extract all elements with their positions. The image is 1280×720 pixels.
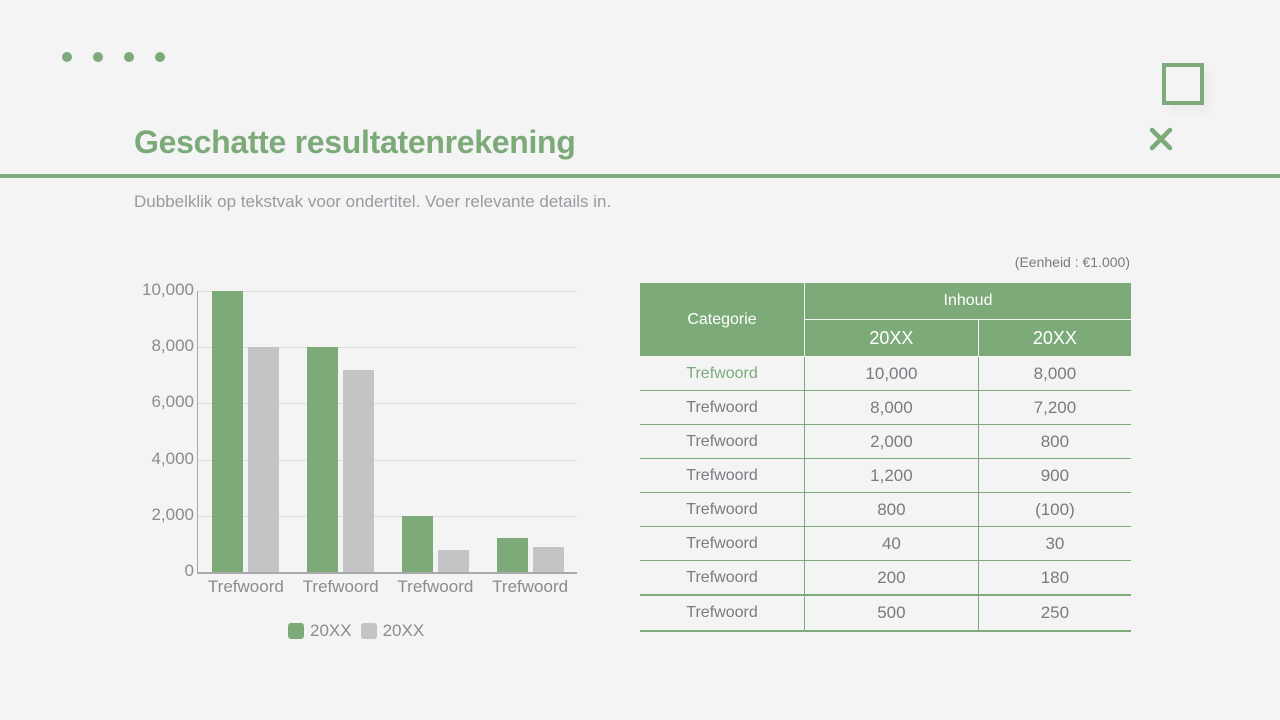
bar-series-1 [307, 347, 339, 572]
decorative-dots [62, 52, 165, 62]
gridline [198, 403, 577, 405]
y-tick-label: 2,000 [151, 504, 194, 524]
row-value: 8,000 [804, 390, 979, 425]
row-value: 250 [977, 594, 1131, 632]
dot-icon [62, 52, 72, 62]
header-year-1: 20XX [804, 319, 979, 357]
row-value: 8,000 [977, 356, 1131, 391]
y-tick-label: 4,000 [151, 448, 194, 468]
row-value: 800 [804, 492, 979, 527]
bar-series-1 [212, 291, 244, 572]
row-value: 7,200 [977, 390, 1131, 425]
gridline [198, 291, 577, 292]
table-row: Trefwoord 500 250 [640, 594, 1131, 632]
bar-series-2 [248, 347, 280, 572]
row-label: Trefwoord [640, 356, 805, 391]
header-category: Categorie [640, 282, 805, 357]
y-axis [197, 291, 198, 573]
dot-icon [155, 52, 165, 62]
table-row: Trefwoord 200 180 [640, 560, 1131, 595]
y-tick-label: 10,000 [142, 280, 194, 299]
row-value: 1,200 [804, 458, 979, 493]
legend-swatch-icon [288, 623, 304, 639]
table-row: Trefwoord 10,000 8,000 [640, 356, 1131, 391]
x-tick-label: Trefwoord [302, 577, 379, 596]
bar-series-2 [437, 549, 469, 572]
square-outline-icon [1162, 63, 1204, 105]
bar-series-2 [343, 369, 375, 572]
title-divider [0, 174, 1280, 178]
row-label: Trefwoord [640, 390, 805, 425]
x-tick-label: Trefwoord [207, 577, 284, 596]
row-value: 500 [804, 594, 979, 632]
row-value: 40 [804, 526, 979, 561]
y-tick-label: 0 [184, 561, 194, 580]
page-subtitle: Dubbelklik op tekstvak voor ondertitel. … [134, 192, 612, 211]
y-tick-label: 6,000 [151, 392, 194, 412]
row-value: 10,000 [804, 356, 979, 391]
bar-series-1 [496, 538, 528, 572]
gridline [198, 347, 577, 349]
page-title: Geschatte resultatenrekening [134, 124, 576, 160]
bar-series-2 [532, 546, 564, 572]
table-row: Trefwoord 2,000 800 [640, 424, 1131, 459]
bar-chart: 20XX 20XX 0 2,000 4,000 6,000 8,000 10,000 Tref… [130, 280, 590, 650]
legend-item: 20XX [360, 621, 425, 641]
x-tick-label: Trefwoord [492, 577, 569, 596]
row-label: Trefwoord [640, 594, 805, 632]
row-value: 30 [977, 526, 1131, 561]
legend-item: 20XX [288, 621, 352, 641]
row-label: Trefwoord [640, 560, 805, 595]
header-group: Inhoud [804, 282, 1131, 320]
legend-label: 20XX [310, 621, 352, 640]
row-label: Trefwoord [640, 424, 805, 459]
row-value: 200 [804, 560, 979, 595]
bar-series-1 [401, 515, 433, 572]
close-x-icon [1149, 127, 1173, 151]
row-value: (100) [977, 492, 1131, 527]
row-value: 2,000 [804, 424, 979, 459]
row-label: Trefwoord [640, 526, 805, 561]
table-row: Trefwoord 1,200 900 [640, 458, 1131, 493]
x-tick-label: Trefwoord [397, 577, 474, 596]
row-value: 180 [977, 560, 1131, 595]
header-year-2: 20XX [977, 319, 1131, 357]
income-table: Categorie Inhoud 20XX 20XX Trefwoord 10,0… [640, 282, 1131, 632]
chart-legend: 20XX 20XX [288, 621, 433, 641]
table-row: Trefwoord 8,000 7,200 [640, 390, 1131, 425]
row-value: 900 [977, 458, 1131, 493]
row-value: 800 [977, 424, 1131, 459]
unit-note: (Eenheid : €1.000) [1014, 254, 1130, 270]
gridline [198, 515, 577, 517]
legend-swatch-icon [360, 623, 377, 639]
table-row: Trefwoord 800 (100) [640, 492, 1131, 527]
row-label: Trefwoord [640, 492, 805, 527]
gridline [198, 459, 577, 461]
dot-icon [124, 52, 134, 62]
dot-icon [93, 52, 103, 62]
row-label: Trefwoord [640, 458, 805, 493]
legend-label: 20XX [382, 621, 425, 640]
x-axis [197, 572, 577, 574]
y-tick-label: 8,000 [151, 336, 194, 356]
table-row: Trefwoord 40 30 [640, 526, 1131, 561]
